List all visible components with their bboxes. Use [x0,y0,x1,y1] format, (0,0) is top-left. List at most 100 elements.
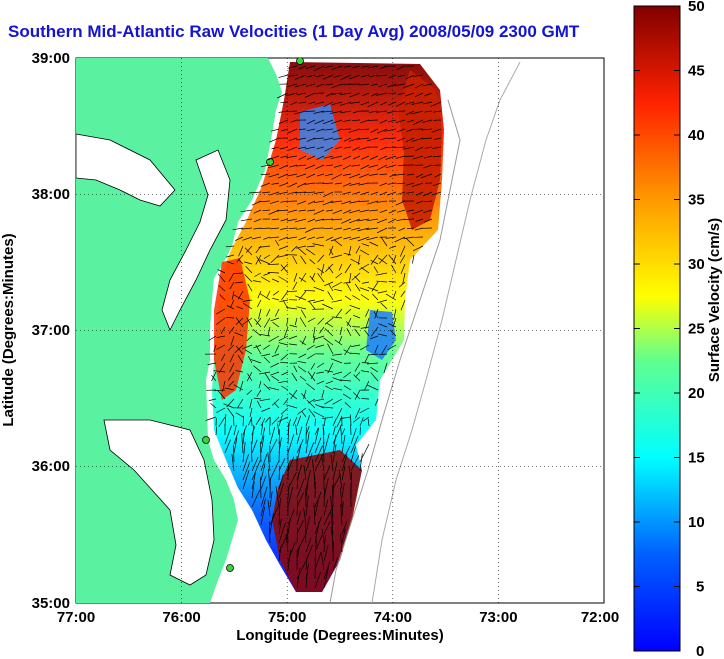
velocity-vector [313,209,325,215]
velocity-vector [270,254,280,264]
velocity-vector [313,335,325,340]
velocity-vector [313,137,325,140]
velocity-vector [271,146,280,150]
y-tick-label: 37:00 [32,322,70,339]
velocity-vector [267,326,271,337]
velocity-vector [421,137,433,140]
velocity-vector [280,101,289,104]
velocity-vector [260,463,266,481]
velocity-vector [323,191,334,198]
velocity-vector [314,428,320,445]
velocity-vector [433,110,442,113]
velocity-vector [280,361,289,364]
velocity-vector [345,308,352,315]
velocity-vector [331,173,343,180]
velocity-vector [260,435,265,454]
velocity-vector [263,356,271,364]
velocity-vector [396,65,406,71]
velocity-vector [278,335,289,342]
velocity-vector [274,308,280,317]
velocity-vector [423,92,433,97]
velocity-vector [378,257,388,265]
velocity-vector [336,407,343,419]
velocity-vector [385,293,397,301]
velocity-vector [322,416,334,419]
velocity-vector [234,332,244,337]
velocity-vector [372,293,379,301]
velocity-vector [411,110,424,115]
velocity-vector [349,236,361,240]
velocity-vector [305,452,313,472]
velocity-vector [361,398,370,400]
velocity-vector [343,252,352,256]
velocity-vector [360,370,370,373]
velocity-vector [220,326,226,334]
velocity-vector [398,281,406,288]
velocity-vector [299,317,307,328]
velocity-vector [233,272,244,274]
velocity-vector [227,407,235,418]
velocity-vector [271,375,280,382]
velocity-vector [313,200,325,204]
velocity-vector [277,254,289,258]
velocity-vector [325,83,334,86]
velocity-vector [219,294,226,301]
velocity-vector [415,173,424,178]
velocity-vector [317,254,325,263]
velocity-vector [306,173,316,179]
velocity-vector [405,110,415,116]
velocity-vector [236,254,244,263]
velocity-vector [235,317,244,328]
velocity-vector [434,173,442,178]
velocity-vector [287,128,298,134]
velocity-vector [323,101,334,108]
velocity-vector [339,326,343,335]
velocity-vector [260,418,266,427]
velocity-vector [352,119,361,121]
velocity-vector [250,441,253,463]
velocity-vector [413,245,424,252]
velocity-vector [404,218,415,220]
velocity-vector [253,344,262,349]
velocity-vector [374,344,379,354]
velocity-vector [378,155,388,161]
velocity-vector [269,460,280,481]
velocity-vector [376,74,388,77]
velocity-vector [225,245,235,248]
y-tick-label: 38:00 [32,186,70,203]
velocity-vector [422,119,433,123]
velocity-vector [236,306,244,310]
velocity-vector [305,516,310,535]
velocity-vector [248,416,253,426]
velocity-vector [332,423,343,445]
velocity-vector [331,218,343,221]
velocity-vector [362,281,370,284]
velocity-vector [288,335,298,340]
velocity-vector [296,306,307,310]
velocity-vector [296,227,307,230]
velocity-vector [323,227,334,230]
velocity-vector [287,518,291,535]
velocity-vector [341,454,348,472]
velocity-vector [275,239,280,247]
velocity-vector [305,414,311,427]
velocity-vector [387,137,397,139]
colorbar: 50 45 40 35 30 25 20 15 10 5 0 Surface V… [633,0,723,659]
velocity-vector [256,299,262,308]
velocity-vector [360,101,370,106]
velocity-vector [402,146,415,150]
velocity-vector [303,389,307,400]
velocity-vector [233,294,244,301]
velocity-vector [256,400,262,409]
velocity-vector [296,533,307,553]
velocity-vector [353,392,361,400]
velocity-vector [271,353,280,358]
velocity-vector [260,441,262,463]
velocity-vector [359,287,370,292]
velocity-vector [383,362,388,374]
velocity-vector [305,65,316,69]
velocity-vector [213,344,217,353]
velocity-vector [362,416,370,422]
velocity-vector [330,454,334,472]
velocity-vector [316,155,325,160]
